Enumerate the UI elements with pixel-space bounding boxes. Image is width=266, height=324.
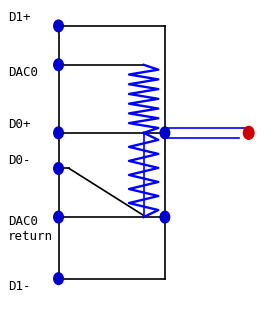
Circle shape bbox=[243, 126, 254, 139]
Circle shape bbox=[54, 127, 63, 139]
Circle shape bbox=[54, 163, 63, 174]
Text: DAC0: DAC0 bbox=[8, 66, 38, 79]
Text: DAC0
return: DAC0 return bbox=[8, 215, 53, 243]
Circle shape bbox=[54, 59, 63, 71]
Circle shape bbox=[54, 20, 63, 32]
Text: D1+: D1+ bbox=[8, 11, 31, 24]
Circle shape bbox=[54, 273, 63, 284]
Text: D0-: D0- bbox=[8, 154, 31, 167]
Text: D1-: D1- bbox=[8, 280, 31, 293]
Circle shape bbox=[160, 127, 170, 139]
Circle shape bbox=[54, 211, 63, 223]
Circle shape bbox=[160, 211, 170, 223]
Text: D0+: D0+ bbox=[8, 118, 31, 131]
